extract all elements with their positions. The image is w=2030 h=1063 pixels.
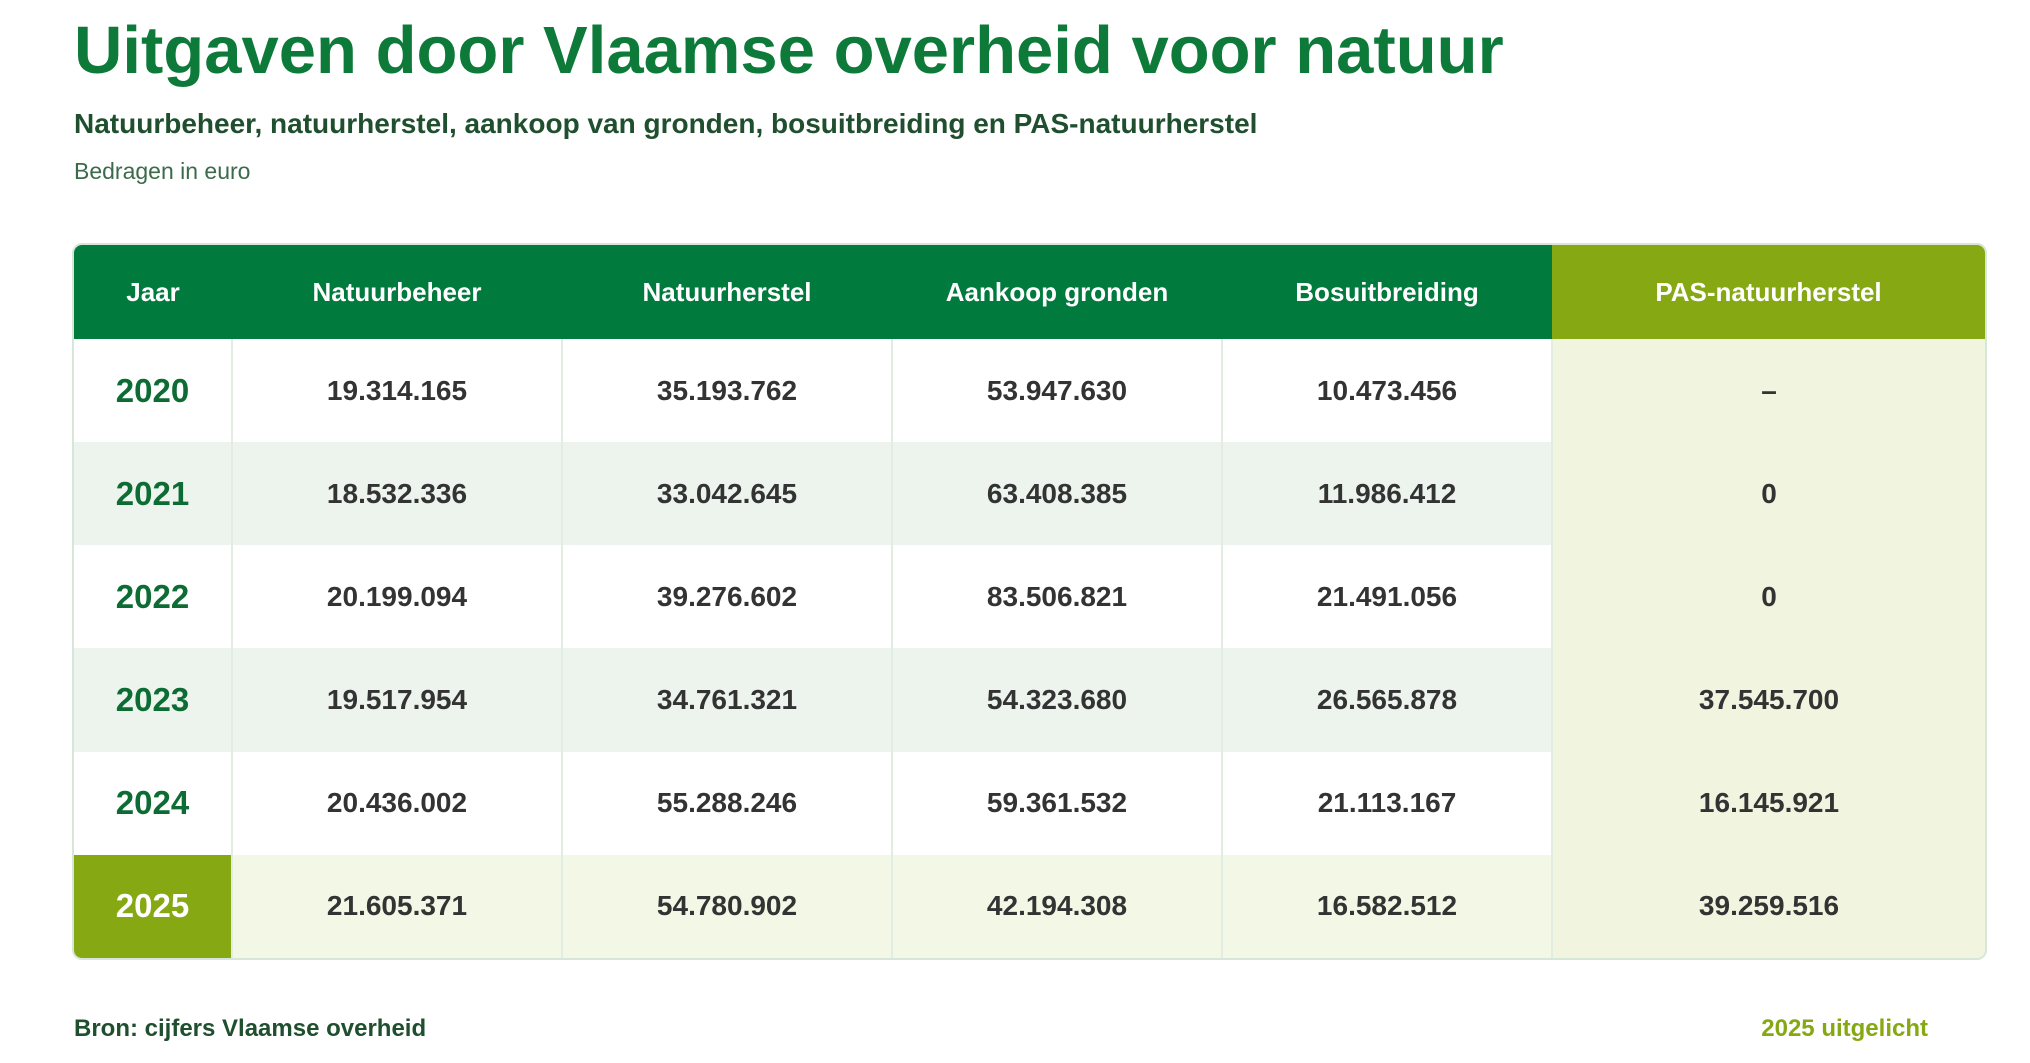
chart-subtitle: Natuurbeheer, natuurherstel, aankoop van… [74, 108, 1258, 139]
spending-table: Jaar Natuurbeheer Natuurherstel Aankoop … [74, 245, 1985, 958]
natuurbeheer-cell: 18.532.336 [231, 442, 562, 546]
natuurherstel-cell: 54.780.902 [561, 854, 892, 958]
column-header-pas-natuurherstel: PAS-natuurherstel [1552, 245, 1985, 339]
table-row-2022: 2022 20.199.094 39.276.602 83.506.821 21… [74, 545, 1985, 649]
natuurherstel-cell: 39.276.602 [561, 545, 892, 649]
bosuitbreiding-cell: 21.113.167 [1221, 751, 1552, 855]
pas-natuurherstel-cell: 16.145.921 [1551, 751, 1985, 855]
column-header-natuurherstel: Natuurherstel [562, 245, 892, 339]
pas-natuurherstel-cell: 39.259.516 [1551, 854, 1985, 958]
aankoop-gronden-cell: 42.194.308 [891, 854, 1222, 958]
year-cell: 2020 [74, 339, 232, 443]
natuurherstel-cell: 34.761.321 [561, 648, 892, 752]
column-header-bosuitbreiding: Bosuitbreiding [1222, 245, 1552, 339]
source-note: Bron: cijfers Vlaamse overheid [74, 1015, 427, 1042]
natuurherstel-cell: 55.288.246 [561, 751, 892, 855]
aankoop-gronden-cell: 53.947.630 [891, 339, 1222, 443]
natuurbeheer-cell: 21.605.371 [231, 854, 562, 958]
year-cell: 2022 [74, 545, 232, 649]
table-row-2023: 2023 19.517.954 34.761.321 54.323.680 26… [74, 648, 1985, 752]
unit-note: Bedragen in euro [74, 158, 251, 184]
table-row-2020: 2020 19.314.165 35.193.762 53.947.630 10… [74, 339, 1985, 443]
bosuitbreiding-cell: 21.491.056 [1221, 545, 1552, 649]
bosuitbreiding-cell: 16.582.512 [1221, 854, 1552, 958]
year-cell-highlighted: 2025 [74, 854, 232, 958]
bosuitbreiding-cell: 10.473.456 [1221, 339, 1552, 443]
natuurbeheer-cell: 20.199.094 [231, 545, 562, 649]
pas-natuurherstel-cell: 37.545.700 [1551, 648, 1985, 752]
aankoop-gronden-cell: 54.323.680 [891, 648, 1222, 752]
table-header-row: Jaar Natuurbeheer Natuurherstel Aankoop … [74, 245, 1985, 339]
natuurherstel-cell: 33.042.645 [561, 442, 892, 546]
bosuitbreiding-cell: 11.986.412 [1221, 442, 1552, 546]
table-row-2024: 2024 20.436.002 55.288.246 59.361.532 21… [74, 751, 1985, 855]
natuurbeheer-cell: 20.436.002 [231, 751, 562, 855]
aankoop-gronden-cell: 83.506.821 [891, 545, 1222, 649]
spending-table-container: Jaar Natuurbeheer Natuurherstel Aankoop … [72, 243, 1987, 960]
year-cell: 2023 [74, 648, 232, 752]
chart-title: Uitgaven door Vlaamse overheid voor natu… [74, 13, 1504, 88]
pas-natuurherstel-cell: 0 [1551, 545, 1985, 649]
column-header-year: Jaar [74, 245, 232, 339]
pas-natuurherstel-cell: – [1551, 339, 1985, 443]
year-cell: 2021 [74, 442, 232, 546]
aankoop-gronden-cell: 59.361.532 [891, 751, 1222, 855]
aankoop-gronden-cell: 63.408.385 [891, 442, 1222, 546]
natuurbeheer-cell: 19.517.954 [231, 648, 562, 752]
highlight-note: 2025 uitgelicht [1761, 1015, 1928, 1042]
pas-natuurherstel-cell: 0 [1551, 442, 1985, 546]
column-header-natuurbeheer: Natuurbeheer [232, 245, 562, 339]
table-row-2025-highlighted: 2025 21.605.371 54.780.902 42.194.308 16… [74, 854, 1985, 958]
natuurbeheer-cell: 19.314.165 [231, 339, 562, 443]
year-cell: 2024 [74, 751, 232, 855]
column-header-aankoop-gronden: Aankoop gronden [892, 245, 1222, 339]
bosuitbreiding-cell: 26.565.878 [1221, 648, 1552, 752]
natuurherstel-cell: 35.193.762 [561, 339, 892, 443]
table-row-2021: 2021 18.532.336 33.042.645 63.408.385 11… [74, 442, 1985, 546]
